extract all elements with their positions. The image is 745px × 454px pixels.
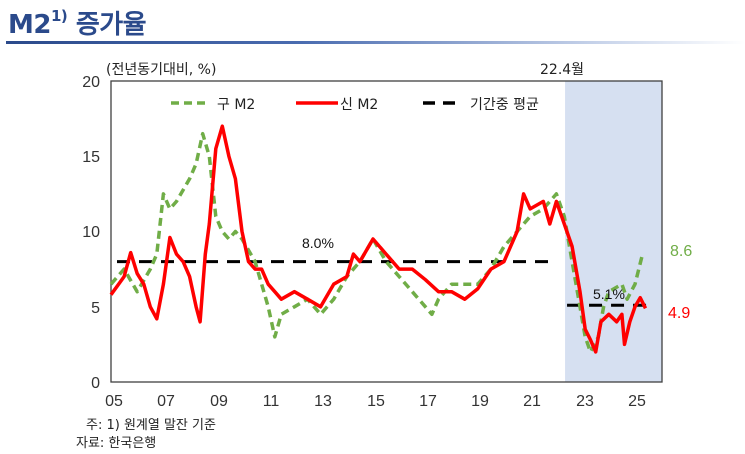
- x-tick: 19: [471, 393, 489, 410]
- x-axis-ticks: 05 07 09 11 13 15 17 19 21 23 25: [105, 393, 646, 410]
- x-tick: 21: [523, 393, 541, 410]
- y-tick: 15: [82, 149, 100, 166]
- legend-label-old-m2: 구 M2: [217, 97, 255, 113]
- y-tick: 20: [82, 74, 100, 91]
- x-tick: 17: [419, 393, 437, 410]
- shade-label: 22.4월: [540, 62, 584, 78]
- legend-label-new-m2: 신 M2: [340, 97, 378, 113]
- x-tick: 25: [628, 393, 646, 410]
- y-axis-ticks: 0 5 10 15 20: [82, 74, 100, 392]
- source-note: 자료: 한국은행: [76, 436, 157, 451]
- average-label-1: 8.0%: [302, 235, 334, 251]
- x-tick: 15: [367, 393, 385, 410]
- title-main: M2: [8, 10, 51, 40]
- x-tick: 13: [314, 393, 332, 410]
- x-tick: 05: [105, 393, 123, 410]
- legend: 구 M2 신 M2 기간중 평균: [171, 97, 539, 113]
- shaded-period: [565, 81, 662, 382]
- plot-frame: [110, 80, 663, 383]
- end-label-old-m2: 8.6: [670, 243, 692, 260]
- end-label-new-m2: 4.9: [668, 305, 690, 322]
- title-suffix: 증가율: [67, 10, 147, 40]
- series-old-m2: [109, 131, 645, 354]
- footnote: 주: 1) 원계열 말잔 기준: [86, 418, 216, 433]
- average-label-2: 5.1%: [593, 286, 625, 302]
- y-tick: 10: [82, 224, 100, 241]
- x-tick: 09: [210, 393, 228, 410]
- x-tick: 23: [576, 393, 594, 410]
- series-new-m2: [109, 124, 648, 354]
- x-tick: 11: [263, 393, 280, 410]
- title-footnote-mark: 1): [50, 7, 68, 26]
- title-underline: [6, 41, 745, 44]
- legend-label-average: 기간중 평균: [470, 97, 539, 113]
- y-tick: 5: [91, 300, 100, 317]
- y-tick: 0: [91, 375, 100, 392]
- x-tick: 07: [157, 393, 175, 410]
- page-title: M21) 증가율: [8, 4, 147, 41]
- y-axis-unit-label: (전년동기대비, %): [106, 62, 216, 78]
